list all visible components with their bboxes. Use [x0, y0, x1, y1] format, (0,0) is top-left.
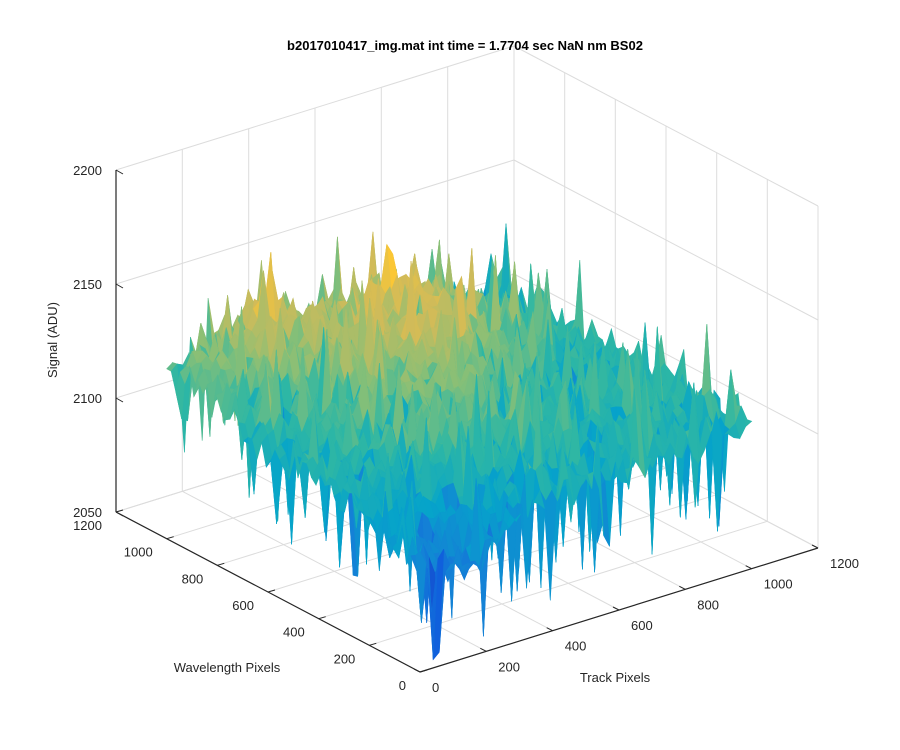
- axis-lines: [115, 169, 819, 673]
- x-tick-label: 0: [432, 680, 439, 695]
- y-tick-label: 800: [182, 571, 204, 586]
- y-tick-mark: [115, 509, 124, 513]
- z-tick-label: 2200: [73, 163, 102, 178]
- grid-line-wall-z: [115, 45, 515, 171]
- y-tick-mark: [369, 642, 377, 646]
- y-tick-mark: [267, 589, 276, 593]
- grid-line-wall-z: [513, 273, 819, 435]
- z-tick-mark: [115, 397, 124, 403]
- grid-line-wall-z: [513, 45, 819, 207]
- surface-cell: [711, 411, 723, 532]
- y-tick-mark: [217, 562, 225, 566]
- x-tick-label: 1000: [764, 577, 793, 592]
- x-tick-mark: [413, 668, 421, 673]
- z-axis-label: Signal (ADU): [45, 302, 60, 378]
- surface-cell: [465, 248, 477, 321]
- x-tick-label: 800: [697, 597, 719, 612]
- x-tick-label: 400: [565, 639, 587, 654]
- z-tick-mark: [115, 283, 124, 289]
- x-tick-mark: [612, 606, 620, 611]
- surface-cell: [415, 551, 427, 623]
- y-tick-mark: [419, 669, 428, 673]
- y-tick-label: 600: [232, 598, 254, 613]
- tick-labels: 0 200 400 600 800 1000 1200 0 200 400 600 800 1000 12…: [73, 163, 859, 695]
- x-tick-label: 200: [498, 659, 520, 674]
- x-tick-mark: [679, 585, 686, 590]
- x-tick-label: 600: [631, 618, 653, 633]
- chart-title: b2017010417_img.mat int time = 1.7704 se…: [287, 38, 643, 53]
- x-axis-label: Track Pixels: [580, 670, 651, 685]
- y-tick-mark: [318, 616, 326, 620]
- x-tick-mark: [546, 627, 553, 632]
- y-tick-mark: [166, 536, 174, 540]
- surface-mesh: [166, 223, 753, 661]
- grid-line-wall-z: [115, 159, 515, 285]
- x-tick-mark: [811, 544, 819, 549]
- z-tick-mark: [115, 511, 124, 517]
- y-tick-label: 0: [399, 678, 406, 693]
- x-tick-mark: [480, 647, 487, 652]
- z-tick-label: 2100: [73, 391, 102, 406]
- y-tick-label: 200: [334, 651, 356, 666]
- x-tick-mark: [745, 565, 752, 570]
- y-axis-label: Wavelength Pixels: [174, 660, 281, 675]
- z-tick-label: 2150: [73, 277, 102, 292]
- z-tick-label: 2050: [73, 505, 102, 520]
- z-tick-mark: [115, 169, 124, 175]
- y-tick-label: 400: [283, 625, 305, 640]
- y-tick-label: 1000: [124, 545, 153, 560]
- grid-line-wall-z: [513, 159, 819, 321]
- x-tick-label: 1200: [830, 556, 859, 571]
- y-tick-label: 1200: [73, 518, 102, 533]
